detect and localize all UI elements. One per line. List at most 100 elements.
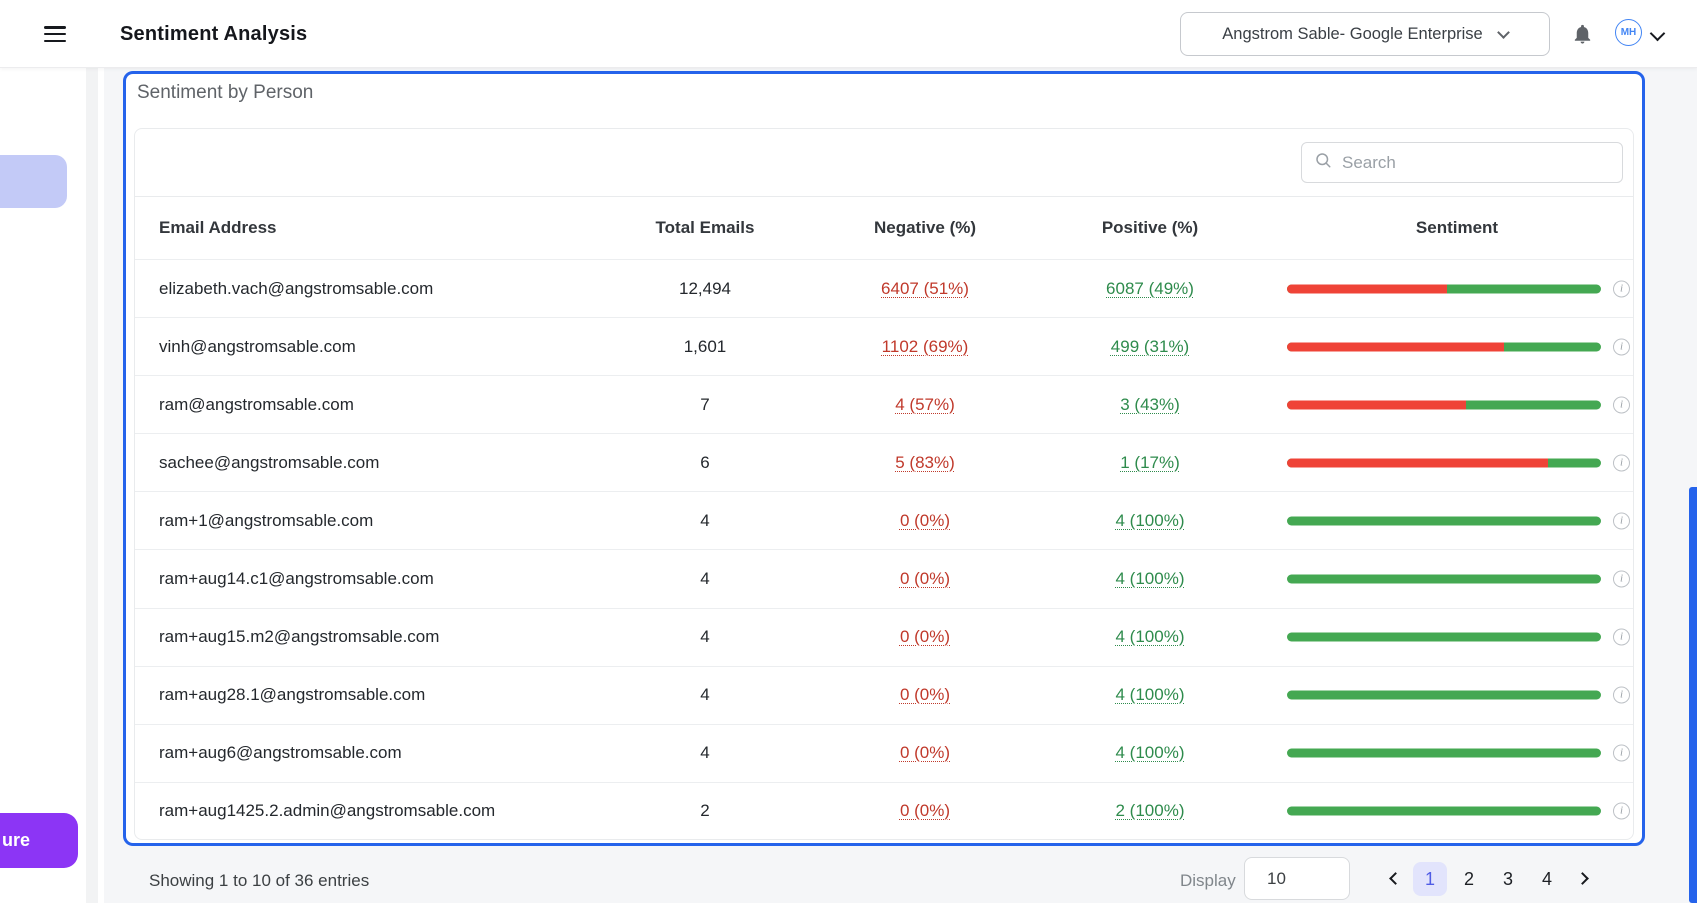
sentiment-bar	[1287, 633, 1601, 642]
table-row: ram+aug15.m2@angstromsable.com 4 0 (0%) …	[135, 608, 1633, 666]
negative-count-link[interactable]: 0 (0%)	[900, 627, 950, 646]
column-header-positive: Positive (%)	[1025, 218, 1275, 238]
sentiment-bar	[1287, 342, 1601, 351]
search-icon	[1314, 151, 1332, 174]
sentiment-bar	[1287, 691, 1601, 700]
display-count-input[interactable]	[1244, 857, 1350, 900]
adjacent-card-edge	[1689, 487, 1697, 903]
chevron-left-icon	[1389, 872, 1402, 885]
positive-count-link[interactable]: 1 (17%)	[1120, 453, 1180, 472]
negative-count-link[interactable]: 0 (0%)	[900, 801, 950, 820]
negative-count-link[interactable]: 0 (0%)	[900, 743, 950, 762]
sidebar-partial-button[interactable]	[0, 155, 67, 208]
positive-count-link[interactable]: 4 (100%)	[1116, 511, 1185, 530]
entries-summary: Showing 1 to 10 of 36 entries	[149, 871, 369, 891]
info-icon[interactable]: i	[1613, 338, 1630, 355]
table-row: ram@angstromsable.com 7 4 (57%) 3 (43%) …	[135, 375, 1633, 433]
info-icon[interactable]: i	[1613, 396, 1630, 413]
info-icon[interactable]: i	[1613, 280, 1630, 297]
table-row: ram+1@angstromsable.com 4 0 (0%) 4 (100%…	[135, 491, 1633, 549]
pagination: 1234	[1378, 857, 1599, 900]
email-cell: ram+aug14.c1@angstromsable.com	[159, 569, 579, 589]
sentiment-bar	[1287, 284, 1601, 293]
table-panel: Email Address Total Emails Negative (%) …	[134, 128, 1634, 840]
next-page-button[interactable]	[1569, 862, 1599, 896]
hamburger-menu-icon[interactable]	[44, 26, 66, 43]
sentiment-bar	[1287, 807, 1601, 816]
negative-count-link[interactable]: 0 (0%)	[900, 511, 950, 530]
email-cell: ram+aug6@angstromsable.com	[159, 743, 579, 763]
info-icon[interactable]: i	[1613, 745, 1630, 762]
email-cell: ram+aug28.1@angstromsable.com	[159, 685, 579, 705]
email-cell: elizabeth.vach@angstromsable.com	[159, 279, 579, 299]
positive-count-link[interactable]: 4 (100%)	[1116, 685, 1185, 704]
previous-page-button[interactable]	[1378, 862, 1408, 896]
sentiment-bar	[1287, 749, 1601, 758]
search-box[interactable]	[1301, 142, 1623, 183]
sentiment-bar	[1287, 458, 1601, 467]
negative-count-link[interactable]: 0 (0%)	[900, 685, 950, 704]
table-row: vinh@angstromsable.com 1,601 1102 (69%) …	[135, 317, 1633, 375]
sentiment-bar-negative	[1287, 342, 1504, 351]
sentiment-bar-negative	[1287, 284, 1447, 293]
sentiment-bar-negative	[1287, 400, 1466, 409]
info-icon[interactable]: i	[1613, 512, 1630, 529]
page-button-3[interactable]: 3	[1491, 862, 1525, 896]
org-selector-label: Angstrom Sable- Google Enterprise	[1222, 25, 1482, 44]
positive-count-link[interactable]: 6087 (49%)	[1106, 279, 1194, 298]
table-row: ram+aug1425.2.admin@angstromsable.com 2 …	[135, 782, 1633, 840]
info-icon[interactable]: i	[1613, 803, 1630, 820]
negative-count-link[interactable]: 0 (0%)	[900, 569, 950, 588]
card-title: Sentiment by Person	[137, 82, 313, 104]
sidebar-scrollbar[interactable]	[86, 68, 98, 903]
feature-floating-button[interactable]: ure	[0, 813, 78, 868]
display-label: Display	[1180, 871, 1236, 891]
email-cell: vinh@angstromsable.com	[159, 337, 579, 357]
positive-count-link[interactable]: 3 (43%)	[1120, 395, 1180, 414]
avatar[interactable]: MH	[1615, 19, 1642, 46]
org-selector-dropdown[interactable]: Angstrom Sable- Google Enterprise	[1180, 12, 1550, 56]
sentiment-bar-negative	[1287, 458, 1548, 467]
positive-count-link[interactable]: 2 (100%)	[1116, 801, 1185, 820]
info-icon[interactable]: i	[1613, 687, 1630, 704]
info-icon[interactable]: i	[1613, 571, 1630, 588]
table-row: elizabeth.vach@angstromsable.com 12,494 …	[135, 259, 1633, 317]
email-cell: ram+1@angstromsable.com	[159, 511, 579, 531]
top-header: Sentiment Analysis Angstrom Sable- Googl…	[0, 0, 1697, 68]
sentiment-bar	[1287, 400, 1601, 409]
positive-count-link[interactable]: 4 (100%)	[1116, 743, 1185, 762]
positive-count-link[interactable]: 4 (100%)	[1116, 627, 1185, 646]
negative-count-link[interactable]: 6407 (51%)	[881, 279, 969, 298]
email-cell: sachee@angstromsable.com	[159, 453, 579, 473]
info-icon[interactable]: i	[1613, 629, 1630, 646]
notification-bell-icon[interactable]	[1571, 22, 1594, 46]
table-header-row: Email Address Total Emails Negative (%) …	[135, 196, 1633, 259]
search-row	[135, 129, 1633, 196]
negative-count-link[interactable]: 4 (57%)	[895, 395, 955, 414]
column-header-email: Email Address	[159, 218, 579, 238]
negative-count-link[interactable]: 5 (83%)	[895, 453, 955, 472]
page-title: Sentiment Analysis	[120, 0, 307, 68]
positive-count-link[interactable]: 499 (31%)	[1111, 337, 1189, 356]
table-row: ram+aug6@angstromsable.com 4 0 (0%) 4 (1…	[135, 724, 1633, 782]
feature-button-label: ure	[2, 830, 30, 851]
table-body: elizabeth.vach@angstromsable.com 12,494 …	[135, 259, 1633, 840]
search-input[interactable]	[1342, 153, 1610, 173]
sentiment-bar	[1287, 516, 1601, 525]
page-button-1[interactable]: 1	[1413, 862, 1447, 896]
column-header-sentiment: Sentiment	[1300, 218, 1614, 238]
table-row: ram+aug14.c1@angstromsable.com 4 0 (0%) …	[135, 549, 1633, 607]
email-cell: ram+aug1425.2.admin@angstromsable.com	[159, 801, 579, 821]
table-row: sachee@angstromsable.com 6 5 (83%) 1 (17…	[135, 433, 1633, 491]
info-icon[interactable]: i	[1613, 454, 1630, 471]
chevron-down-icon	[1497, 26, 1510, 39]
user-menu-chevron-down-icon[interactable]	[1650, 26, 1666, 42]
email-cell: ram@angstromsable.com	[159, 395, 579, 415]
chevron-right-icon	[1576, 872, 1589, 885]
column-header-negative: Negative (%)	[795, 218, 1055, 238]
positive-count-link[interactable]: 4 (100%)	[1116, 569, 1185, 588]
page-button-2[interactable]: 2	[1452, 862, 1486, 896]
negative-count-link[interactable]: 1102 (69%)	[882, 337, 969, 356]
page-button-4[interactable]: 4	[1530, 862, 1564, 896]
sentiment-by-person-card: Sentiment by Person Email Address Total …	[123, 71, 1645, 846]
